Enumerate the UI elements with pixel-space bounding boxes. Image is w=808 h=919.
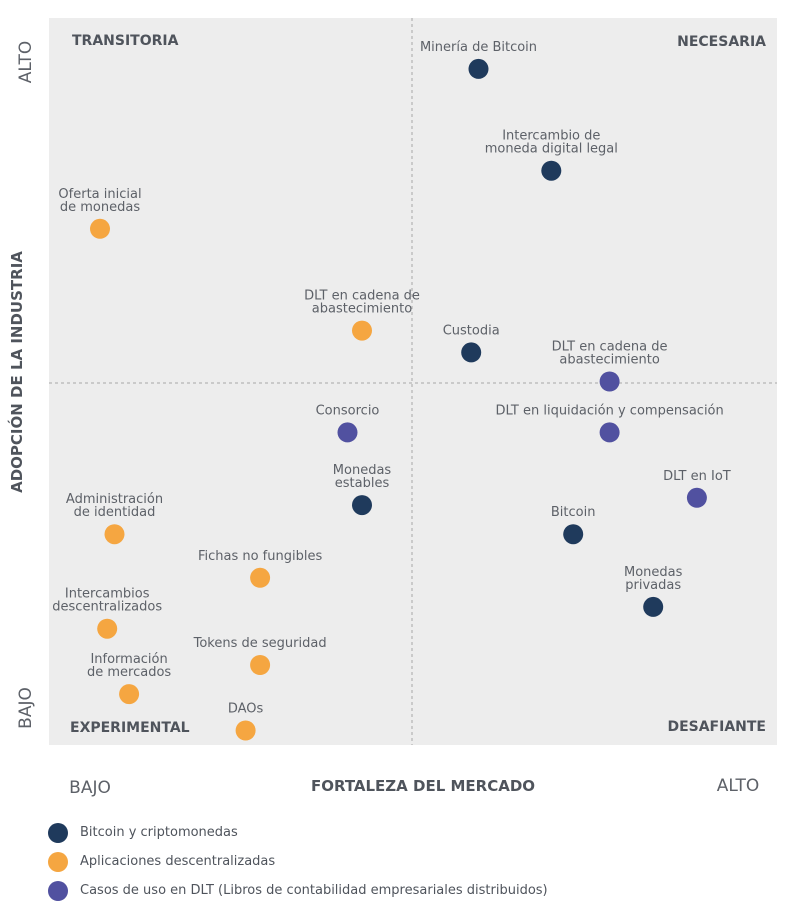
data-label-s1-p2-l0: Administración <box>66 492 163 507</box>
quadrant-label-bottom-left: EXPERIMENTAL <box>70 720 190 736</box>
data-label-s2-p0-l0: DLT en cadena de <box>552 340 668 355</box>
plot-area <box>49 18 777 745</box>
data-point-s2-p3 <box>686 487 707 508</box>
data-point-s0-p2 <box>461 342 482 363</box>
data-label-s0-p5-l1: privadas <box>625 578 681 593</box>
y-axis-low-label: BAJO <box>16 687 36 729</box>
data-point-s1-p5 <box>250 655 271 675</box>
x-axis-title: FORTALEZA DEL MERCADO <box>311 777 535 795</box>
x-axis-low-label: BAJO <box>69 778 111 798</box>
data-label-s2-p1-l0: Consorcio <box>316 403 380 418</box>
data-point-s0-p1 <box>541 160 562 181</box>
quadrant-label-bottom-right: DESAFIANTE <box>667 719 766 735</box>
data-label-s0-p3-l1: estables <box>335 476 390 491</box>
data-label-s0-p2-l0: Custodia <box>443 323 500 338</box>
data-point-s0-p3 <box>352 495 372 516</box>
data-label-s1-p0-l0: Oferta inicial <box>58 187 141 202</box>
data-label-s2-p0-l1: abastecimiento <box>559 353 659 368</box>
data-point-s1-p3 <box>250 567 271 588</box>
y-axis-title: ADOPCIÓN DE LA INDUSTRIA <box>7 251 26 493</box>
data-point-s1-p6 <box>119 684 140 705</box>
legend-label-dlt: Casos de uso en DLT (Libros de contabili… <box>80 883 548 898</box>
legend-label-bitcoin: Bitcoin y criptomonedas <box>80 825 238 840</box>
legend-item-dlt: Casos de uso en DLT (Libros de contabili… <box>48 876 548 905</box>
quadrant-chart: TRANSITORIA NECESARIA EXPERIMENTAL DESAF… <box>7 18 777 798</box>
data-point-s0-p4 <box>563 524 584 545</box>
data-label-s0-p4-l0: Bitcoin <box>551 505 596 520</box>
data-label-s1-p6-l1: de mercados <box>87 665 171 680</box>
data-label-s2-p2-l0: DLT en liquidación y compensación <box>495 403 723 418</box>
data-label-s1-p1-l1: abastecimiento <box>312 302 412 317</box>
data-label-s1-p7-l0: DAOs <box>228 702 264 717</box>
data-label-s1-p4-l1: descentralizados <box>52 600 162 615</box>
data-point-s1-p0 <box>90 218 110 239</box>
data-point-s1-p4 <box>97 618 118 639</box>
quadrant-label-top-left: TRANSITORIA <box>72 33 179 49</box>
legend-item-dapps: Aplicaciones descentralizadas <box>48 847 548 876</box>
data-point-s1-p7 <box>235 720 256 741</box>
data-label-s1-p4-l0: Intercambios <box>65 587 150 602</box>
data-label-s0-p3-l0: Monedas <box>333 463 392 478</box>
x-axis-high-label: ALTO <box>717 776 760 796</box>
data-label-s1-p1-l0: DLT en cadena de <box>304 289 420 304</box>
data-label-s1-p5-l0: Tokens de seguridad <box>193 636 327 651</box>
data-label-s0-p1-l0: Intercambio de <box>502 129 600 144</box>
legend: Bitcoin y criptomonedas Aplicaciones des… <box>48 818 548 905</box>
y-axis-high-label: ALTO <box>16 41 36 84</box>
legend-item-bitcoin: Bitcoin y criptomonedas <box>48 818 548 847</box>
data-label-s1-p3-l0: Fichas no fungibles <box>198 549 323 564</box>
legend-label-dapps: Aplicaciones descentralizadas <box>80 854 276 869</box>
quadrant-label-top-right: NECESARIA <box>677 34 766 50</box>
data-point-s2-p1 <box>337 422 358 443</box>
data-label-s0-p0-l0: Minería de Bitcoin <box>420 40 537 55</box>
data-point-s1-p1 <box>352 320 372 341</box>
data-label-s0-p1-l1: moneda digital legal <box>485 142 618 157</box>
data-label-s1-p6-l0: Información <box>90 652 167 667</box>
data-label-s1-p0-l1: de monedas <box>60 200 140 215</box>
data-label-s2-p3-l0: DLT en IoT <box>663 469 731 484</box>
data-label-s0-p5-l0: Monedas <box>624 565 683 580</box>
data-point-s2-p0 <box>599 371 620 392</box>
data-point-s0-p0 <box>468 58 489 79</box>
legend-swatch-dapps <box>48 851 68 872</box>
data-point-s0-p5 <box>643 596 664 617</box>
data-point-s1-p2 <box>104 524 125 545</box>
legend-swatch-bitcoin <box>48 822 68 843</box>
legend-swatch-dlt <box>48 880 68 901</box>
data-label-s1-p2-l1: de identidad <box>74 505 156 520</box>
data-point-s2-p2 <box>599 422 620 443</box>
